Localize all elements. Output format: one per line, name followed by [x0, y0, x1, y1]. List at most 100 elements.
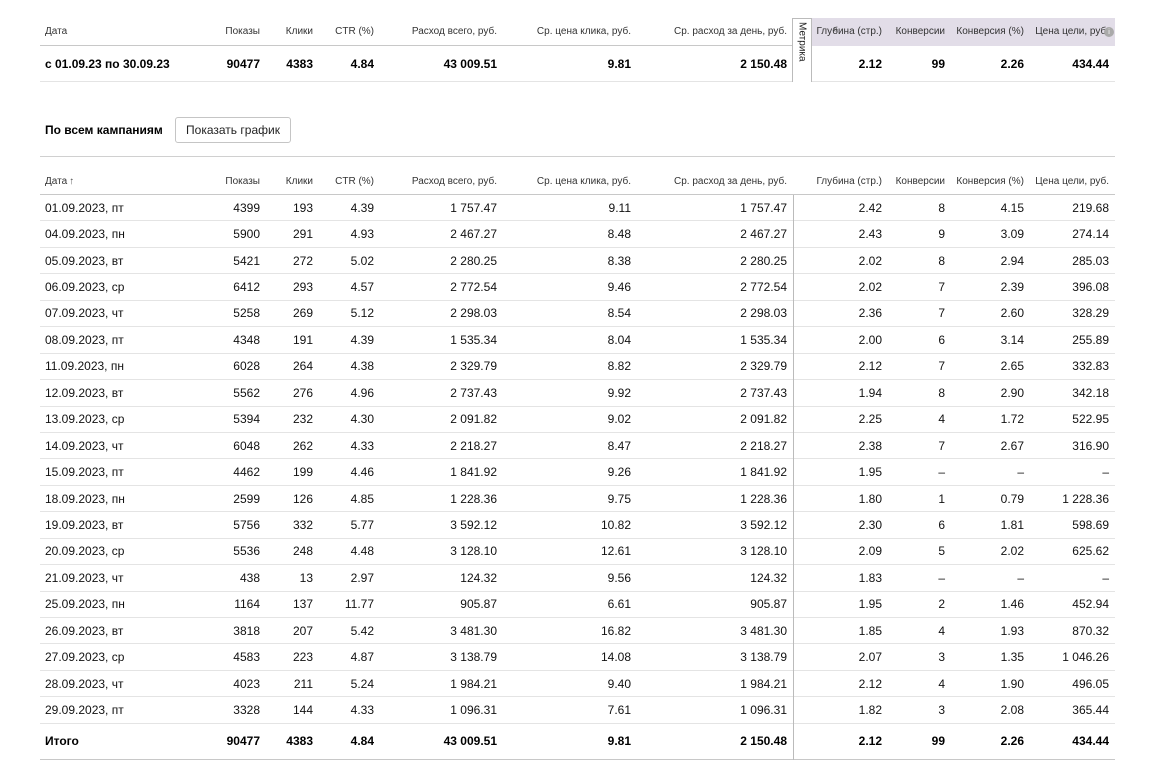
cell-conv-rate: 1.93 — [1000, 623, 1024, 638]
cell-clicks: 211 — [293, 676, 313, 691]
total-clicks: 4383 — [286, 734, 313, 749]
cell-conv-rate: 1.72 — [1000, 412, 1024, 427]
cell-ctr: 11.77 — [344, 597, 374, 612]
cell-clicks: 199 — [292, 465, 313, 480]
cell-daily: 2 329.79 — [740, 359, 787, 374]
cell-date: 07.09.2023, чт — [45, 306, 124, 321]
total-conv-rate: 2.26 — [1000, 734, 1024, 749]
cell-spend: 2 218.27 — [450, 438, 497, 453]
col-header-goal-price[interactable]: Цена цели, руб. — [1035, 176, 1109, 187]
cell-conv-rate: 2.02 — [1000, 544, 1024, 559]
table-row: 15.09.2023, пт 4462 199 4.46 1 841.92 9.26 1 8… — [40, 459, 1115, 486]
cell-goal-price: 1 228.36 — [1062, 491, 1109, 506]
col-header-date-sort[interactable]: Дата ↑ — [45, 157, 74, 194]
col-header-clicks[interactable]: Клики — [285, 176, 313, 187]
cell-clicks: 207 — [292, 623, 313, 638]
cell-daily: 3 481.30 — [740, 623, 787, 638]
col-header-ctr[interactable]: CTR (%) — [335, 176, 374, 187]
cell-cpc: 9.56 — [607, 570, 631, 585]
cell-depth: 2.38 — [858, 438, 882, 453]
campaigns-caption: По всем кампаниям — [45, 123, 163, 137]
cell-spend: 2 091.82 — [450, 412, 497, 427]
col-header-clicks[interactable]: Клики — [285, 26, 313, 37]
cell-date: 21.09.2023, чт — [45, 570, 124, 585]
cell-depth: 1.82 — [858, 703, 882, 718]
table-row: 07.09.2023, чт 5258 269 5.12 2 298.03 8.54 2 2… — [40, 301, 1115, 328]
col-header-cpc[interactable]: Ср. цена клика, руб. — [536, 176, 631, 187]
col-header-conversions[interactable]: Конверсии — [895, 176, 945, 187]
show-chart-button[interactable]: Показать график — [175, 117, 291, 143]
cell-goal-price: 1 046.26 — [1062, 650, 1109, 665]
col-header-date-label: Дата — [45, 176, 68, 187]
cell-conv-rate: 1.35 — [1000, 650, 1024, 665]
col-header-ctr[interactable]: CTR (%) — [335, 26, 374, 37]
cell-daily: 2 218.27 — [740, 438, 787, 453]
col-header-cpc[interactable]: Ср. цена клика, руб. — [536, 26, 631, 37]
col-header-shows[interactable]: Показы — [225, 26, 260, 37]
col-header-goal-price[interactable]: Цена цели, руб. — [1035, 26, 1109, 37]
table-row: 27.09.2023, ср 4583 223 4.87 3 138.79 14.08 3 … — [40, 644, 1115, 671]
cell-conv-rate: 2.65 — [1000, 359, 1024, 374]
table-row: 19.09.2023, вт 5756 332 5.77 3 592.12 10.82 3 … — [40, 512, 1115, 539]
cell-spend: 2 298.03 — [450, 306, 497, 321]
col-header-date[interactable]: Дата — [45, 26, 68, 37]
info-icon[interactable]: i — [1104, 27, 1114, 37]
cell-conversions: 8 — [938, 253, 945, 268]
cell-cpc: 8.54 — [607, 306, 631, 321]
cell-depth: 2.25 — [858, 412, 882, 427]
cell-conv-rate: 4.15 — [1000, 200, 1024, 215]
cell-date: 13.09.2023, ср — [45, 412, 125, 427]
col-header-shows[interactable]: Показы — [225, 176, 260, 187]
cell-depth: 2.30 — [858, 517, 882, 532]
cell-depth: 1.95 — [858, 597, 882, 612]
cell-conversions: 2 — [938, 597, 945, 612]
cell-clicks: 223 — [292, 650, 313, 665]
cell-cpc: 8.82 — [607, 359, 631, 374]
cell-clicks: 248 — [292, 544, 313, 559]
cell-conv-rate: 3.09 — [1000, 227, 1024, 242]
total-spend: 43 009.51 — [443, 734, 497, 749]
cell-cpc: 9.26 — [607, 465, 631, 480]
cell-goal-price: – — [1102, 465, 1109, 480]
cell-clicks: 191 — [292, 332, 313, 347]
col-header-conv-rate[interactable]: Конверсия (%) — [956, 176, 1024, 187]
cell-date: 08.09.2023, пт — [45, 332, 124, 347]
metrika-separator — [793, 195, 794, 760]
col-header-daily[interactable]: Ср. расход за день, руб. — [674, 176, 787, 187]
cell-clicks: 291 — [292, 227, 313, 242]
cell-conv-rate: 2.67 — [1000, 438, 1024, 453]
cell-conversions: 5 — [938, 544, 945, 559]
cell-depth: 2.12 — [858, 676, 882, 691]
cell-date: 04.09.2023, пн — [45, 227, 125, 242]
table-row: 29.09.2023, пт 3328 144 4.33 1 096.31 7.61 1 0… — [40, 697, 1115, 724]
cell-conv-rate: 3.14 — [1000, 332, 1024, 347]
cell-cpc: 7.61 — [607, 703, 631, 718]
cell-cpc: 14.08 — [600, 650, 631, 665]
cell-cpc: 9.40 — [607, 676, 631, 691]
main-header-row: Дата ↑ Показы Клики CTR (%) Расход всего… — [40, 157, 1115, 195]
col-header-spend[interactable]: Расход всего, руб. — [411, 176, 497, 187]
cell-depth: 1.85 — [858, 623, 882, 638]
col-header-conv-rate[interactable]: Конверсия (%) — [956, 26, 1024, 37]
cell-date: 18.09.2023, пн — [45, 491, 125, 506]
cell-shows: 5421 — [233, 253, 260, 268]
cell-conv-rate: 2.94 — [1000, 253, 1024, 268]
cell-conv-rate: 0.79 — [1000, 491, 1024, 506]
cell-date: 14.09.2023, чт — [45, 438, 124, 453]
cell-daily: 2 280.25 — [740, 253, 787, 268]
cell-conv-rate: – — [1017, 465, 1024, 480]
cell-conversions: – — [938, 465, 945, 480]
col-header-spend[interactable]: Расход всего, руб. — [411, 26, 497, 37]
metrika-tab[interactable]: Метрика — [792, 18, 812, 82]
table-row: 12.09.2023, вт 5562 276 4.96 2 737.43 9.92 2 7… — [40, 380, 1115, 407]
col-header-depth[interactable]: Глубина (стр.) — [816, 26, 882, 37]
col-header-daily[interactable]: Ср. расход за день, руб. — [674, 26, 787, 37]
table-row: 18.09.2023, пн 2599 126 4.85 1 228.36 9.75 1 2… — [40, 486, 1115, 513]
col-header-depth[interactable]: Глубина (стр.) — [816, 176, 882, 187]
chevron-right-icon[interactable]: » — [833, 24, 839, 34]
cell-shows: 438 — [239, 570, 260, 585]
total-conversions: 99 — [931, 734, 945, 749]
col-header-conversions[interactable]: Конверсии — [895, 26, 945, 37]
summary-cpc: 9.81 — [607, 56, 631, 71]
daily-stats-table: Дата ↑ Показы Клики CTR (%) Расход всего… — [40, 156, 1115, 760]
